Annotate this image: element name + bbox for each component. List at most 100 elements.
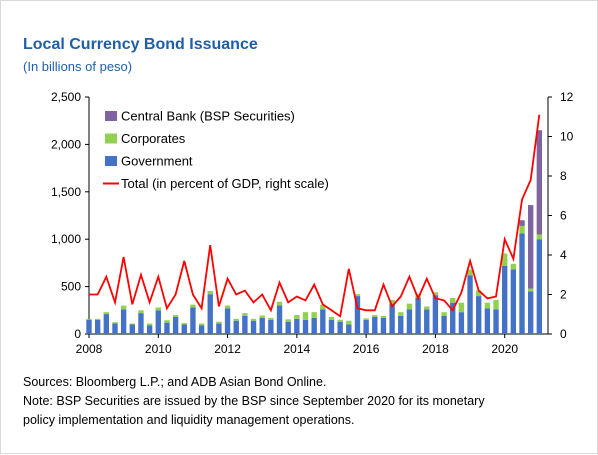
government-bar [198, 325, 205, 334]
legend-swatch [105, 156, 117, 166]
central-bank-bar [536, 130, 543, 235]
corporates-bar [510, 263, 517, 270]
government-bar [181, 324, 187, 334]
corporates-bar [198, 323, 205, 326]
corporates-bar [354, 294, 361, 297]
corporates-bar [519, 225, 525, 234]
corporates-bar [138, 310, 144, 314]
corporates-bar [502, 253, 508, 266]
government-bar [294, 318, 300, 334]
government-bar [112, 323, 118, 334]
right-tick-label: 8 [560, 169, 567, 183]
government-bar [519, 233, 525, 334]
corporates-bar [233, 318, 239, 321]
corporates-bar [285, 319, 291, 322]
corporates-bar [103, 312, 110, 315]
corporates-bar [294, 315, 300, 319]
x-tick-label: 2016 [353, 342, 380, 356]
chart-notes: Sources: Bloomberg L.P.; and ADB Asian B… [23, 373, 583, 430]
legend-swatch [105, 111, 117, 121]
corporates-bar [86, 318, 92, 320]
government-bar [476, 296, 482, 334]
government-bar [94, 319, 101, 334]
government-bar [380, 317, 387, 334]
corporates-bar [242, 313, 248, 316]
government-bar [346, 324, 352, 334]
government-bar [311, 317, 317, 334]
corporates-bar [372, 315, 378, 317]
government-bar [337, 321, 343, 334]
government-bar [216, 323, 222, 334]
government-bar [120, 309, 127, 334]
government-bar [268, 319, 274, 334]
corporates-bar [146, 323, 153, 326]
government-bar [224, 308, 231, 334]
corporates-bar [259, 315, 265, 318]
corporates-bar [337, 319, 343, 322]
corporates-bar [268, 317, 274, 320]
left-tick-label: 2,000 [51, 137, 81, 151]
government-bar [467, 275, 473, 334]
government-bar [103, 314, 110, 334]
corporates-bar [112, 322, 118, 324]
government-bar [372, 316, 378, 334]
right-tick-label: 4 [560, 248, 567, 262]
government-bar [242, 315, 248, 334]
total-gdp-line [89, 114, 541, 318]
legend-label: Total (in percent of GDP, right scale) [121, 176, 329, 191]
corporates-bar [389, 299, 395, 304]
corporates-bar [320, 304, 326, 310]
corporates-bar [363, 318, 369, 320]
x-tick-label: 2008 [76, 342, 103, 356]
government-bar [259, 317, 265, 334]
corporates-bar [311, 312, 317, 318]
government-bar [406, 309, 413, 334]
government-bar [510, 269, 517, 334]
corporates-bar [484, 302, 491, 309]
corporates-bar [155, 307, 161, 311]
x-tick-label: 2012 [214, 342, 241, 356]
corporates-bar [302, 312, 309, 320]
corporates-bar [424, 306, 430, 310]
government-bar [172, 316, 179, 334]
x-tick-label: 2020 [491, 342, 518, 356]
government-bar [424, 309, 430, 334]
corporates-bar [398, 312, 404, 316]
government-bar [389, 303, 395, 334]
legend-label: Central Bank (BSP Securities) [121, 109, 295, 124]
corporates-bar [328, 316, 335, 320]
corporates-bar [527, 288, 534, 292]
corporates-bar [207, 290, 213, 295]
government-bar [86, 319, 92, 334]
corporates-bar [172, 315, 179, 317]
government-bar [138, 313, 144, 334]
government-bar [207, 294, 213, 334]
left-tick-label: 2,500 [51, 90, 81, 104]
government-bar [285, 321, 291, 334]
government-bar [363, 319, 369, 334]
corporates-bar [476, 290, 482, 297]
corporates-bar [181, 323, 187, 325]
corporates-bar [441, 312, 447, 316]
corporates-bar [224, 305, 231, 309]
central-bank-bar [527, 205, 534, 289]
government-bar [493, 309, 499, 334]
government-bar [320, 309, 326, 334]
government-bar [190, 307, 196, 334]
government-bar [328, 319, 335, 334]
corporates-bar [536, 234, 543, 240]
government-bar [527, 291, 534, 334]
government-bar [502, 265, 508, 334]
left-tick-label: 1,500 [51, 185, 81, 199]
right-tick-label: 0 [560, 327, 567, 341]
right-tick-label: 2 [560, 288, 567, 302]
corporates-bar [458, 302, 465, 313]
government-bar [276, 305, 283, 334]
corporates-bar [467, 269, 473, 276]
corporates-bar [164, 320, 170, 323]
x-tick-label: 2014 [283, 342, 310, 356]
chart-subtitle: (In billions of peso) [23, 59, 133, 74]
central-bank-bar [519, 220, 525, 226]
government-bar [441, 315, 447, 334]
